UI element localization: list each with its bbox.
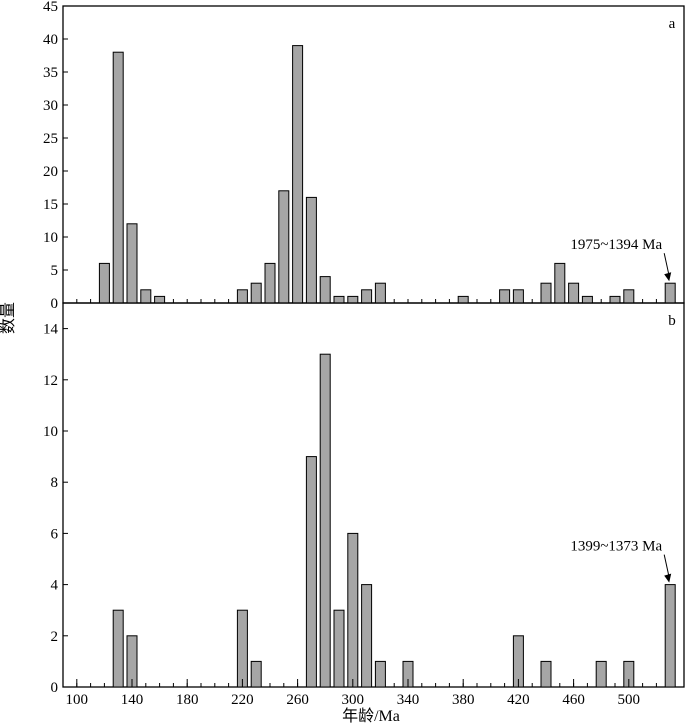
bar bbox=[236, 289, 248, 304]
y-tick-label: 15 bbox=[43, 197, 58, 213]
bar bbox=[292, 45, 304, 304]
x-tick-label: 420 bbox=[507, 692, 530, 708]
panel-label: b bbox=[668, 313, 676, 329]
y-tick-label: 35 bbox=[43, 65, 58, 81]
y-tick-label: 10 bbox=[43, 424, 58, 440]
annotation-arrow-head bbox=[664, 272, 672, 282]
y-tick-label: 12 bbox=[43, 373, 58, 389]
panel-label: a bbox=[669, 16, 676, 32]
y-tick-label: 4 bbox=[51, 578, 59, 594]
bar bbox=[374, 282, 386, 304]
annotation-label: 1399~1373 Ma bbox=[570, 539, 662, 555]
annotation-arrow-line bbox=[663, 554, 670, 578]
bar bbox=[333, 295, 345, 304]
bar bbox=[347, 532, 359, 688]
bar bbox=[333, 609, 345, 688]
bar bbox=[264, 262, 276, 304]
x-tick-label: 140 bbox=[121, 692, 144, 708]
x-tick-label: 500 bbox=[618, 692, 641, 708]
bar bbox=[457, 295, 469, 304]
bar bbox=[554, 262, 566, 304]
y-tick-label: 6 bbox=[51, 526, 59, 542]
bar bbox=[98, 262, 110, 304]
annotation-label: 1975~1394 Ma bbox=[570, 237, 662, 253]
bar bbox=[126, 223, 138, 304]
bar bbox=[305, 456, 317, 688]
annotation-arrow-head bbox=[664, 573, 672, 583]
bar bbox=[374, 660, 386, 688]
bar bbox=[347, 295, 359, 304]
bar bbox=[581, 295, 593, 304]
y-tick-label: 5 bbox=[51, 263, 59, 279]
x-tick-label: 180 bbox=[176, 692, 199, 708]
bar bbox=[540, 282, 552, 304]
x-axis-title: 年龄/Ma bbox=[342, 707, 400, 725]
x-tick-label: 340 bbox=[397, 692, 420, 708]
y-tick-label: 14 bbox=[43, 322, 59, 338]
bar bbox=[305, 196, 317, 304]
bar bbox=[512, 289, 524, 304]
x-tick-label: 460 bbox=[562, 692, 585, 708]
bar bbox=[595, 660, 607, 688]
y-tick-label: 0 bbox=[51, 680, 59, 696]
y-tick-label: 0 bbox=[51, 296, 59, 312]
x-tick-label: 380 bbox=[452, 692, 475, 708]
bar bbox=[250, 660, 262, 688]
y-tick-label: 40 bbox=[43, 32, 58, 48]
y-axis-title: 数量 bbox=[0, 302, 17, 334]
y-tick-label: 25 bbox=[43, 131, 58, 147]
bar bbox=[623, 289, 635, 304]
y-tick-label: 20 bbox=[43, 164, 58, 180]
x-tick-label: 100 bbox=[66, 692, 89, 708]
bar bbox=[236, 609, 248, 688]
bar bbox=[319, 276, 331, 304]
panel-a: 0 5 10 15 20 25 30 35 40 45 a 1975~1394 Ma bbox=[43, 0, 685, 312]
panel-b-frame bbox=[62, 302, 685, 688]
y-tick-label: 45 bbox=[43, 0, 58, 15]
bar bbox=[112, 51, 124, 304]
y-tick-label: 10 bbox=[43, 230, 58, 246]
panel-b: 0 2 4 6 8 10 12 14 b 1399~1373 Ma bbox=[43, 302, 685, 696]
bar bbox=[278, 190, 290, 304]
bar bbox=[112, 609, 124, 688]
x-tick-label: 220 bbox=[231, 692, 254, 708]
panel-a-frame bbox=[62, 5, 685, 304]
y-tick-label: 8 bbox=[51, 475, 59, 491]
x-tick-label: 260 bbox=[286, 692, 309, 708]
bar bbox=[664, 584, 676, 688]
x-axis: 100 140 180 220 260 300 340 380 420 460 500 bbox=[66, 679, 641, 708]
annotation-arrow-line bbox=[663, 253, 670, 277]
bar bbox=[250, 282, 262, 304]
x-tick-label: 300 bbox=[342, 692, 365, 708]
y-tick-label: 30 bbox=[43, 98, 58, 114]
bar bbox=[140, 289, 152, 304]
bar bbox=[361, 584, 373, 688]
bar bbox=[609, 295, 621, 304]
bar bbox=[568, 282, 580, 304]
bar bbox=[154, 295, 166, 304]
bar bbox=[319, 353, 331, 688]
y-tick-label: 2 bbox=[51, 629, 59, 645]
bar bbox=[499, 289, 511, 304]
bar bbox=[664, 282, 676, 304]
bar bbox=[361, 289, 373, 304]
bar bbox=[540, 660, 552, 688]
